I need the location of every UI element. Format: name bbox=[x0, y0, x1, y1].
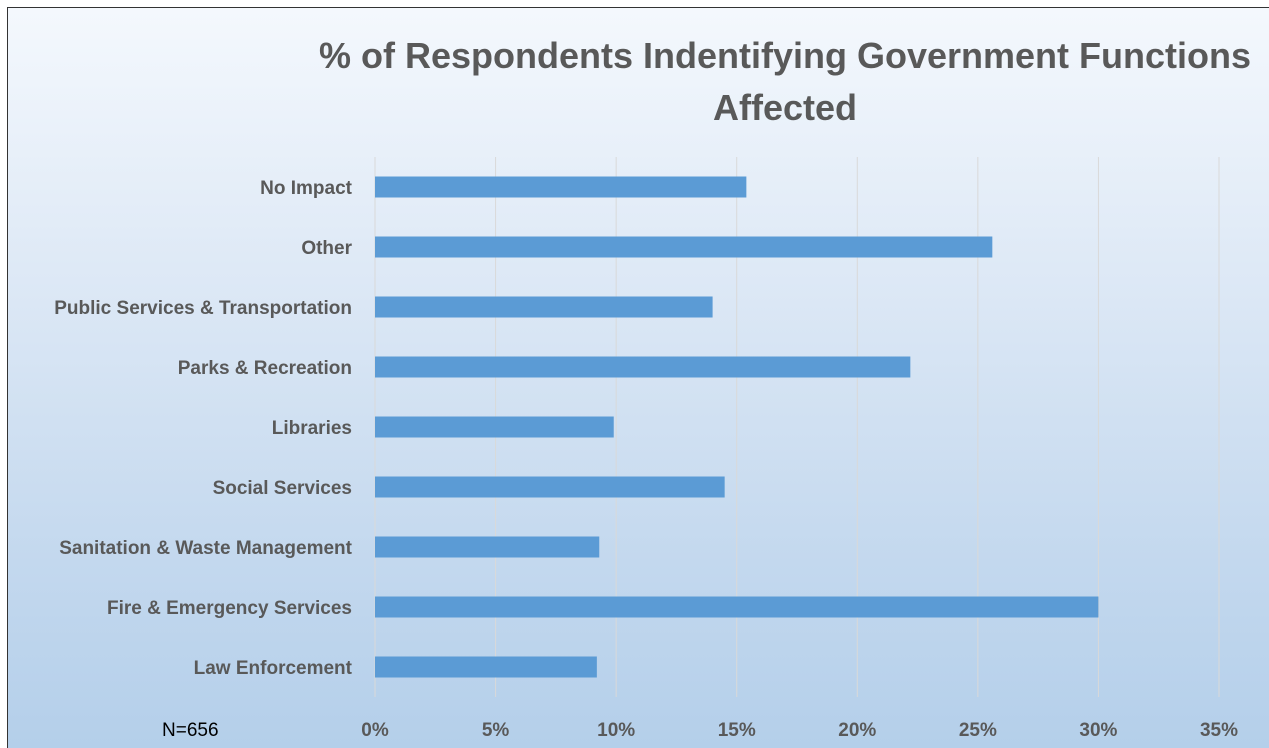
category-label: Public Services & Transportation bbox=[54, 298, 352, 319]
x-tick-label: 20% bbox=[838, 720, 876, 741]
category-label: Fire & Emergency Services bbox=[107, 598, 352, 619]
x-tick-labels: 0% 5% 10% 15% 20% 25% 30% 35% bbox=[361, 720, 1238, 741]
bar bbox=[375, 296, 713, 318]
x-tick-label: 30% bbox=[1079, 720, 1117, 741]
category-label: Law Enforcement bbox=[194, 658, 353, 679]
bar bbox=[375, 356, 911, 378]
chart-title: % of Respondents Indentifying Government… bbox=[318, 35, 1252, 128]
x-tick-label: 35% bbox=[1200, 720, 1238, 741]
bar bbox=[375, 656, 597, 678]
bar bbox=[375, 596, 1099, 618]
x-tick-label: 15% bbox=[718, 720, 756, 741]
bar bbox=[375, 476, 725, 498]
bar bbox=[375, 536, 600, 558]
x-tick-label: 0% bbox=[361, 720, 389, 741]
bar bbox=[375, 416, 614, 438]
category-label: Parks & Recreation bbox=[178, 358, 352, 379]
category-label: Libraries bbox=[272, 418, 352, 439]
x-tick-label: 5% bbox=[482, 720, 510, 741]
x-tick-label: 10% bbox=[597, 720, 635, 741]
category-label: Sanitation & Waste Management bbox=[59, 538, 352, 559]
category-label: Other bbox=[301, 238, 352, 259]
category-label: Social Services bbox=[213, 478, 352, 499]
bar bbox=[375, 176, 747, 198]
category-labels: No Impact Other Public Services & Transpor… bbox=[54, 178, 352, 679]
x-tick-label: 25% bbox=[959, 720, 997, 741]
bar bbox=[375, 236, 993, 258]
category-label: No Impact bbox=[260, 178, 353, 199]
sample-size-annotation: N=656 bbox=[162, 720, 219, 741]
bars bbox=[375, 176, 1099, 678]
